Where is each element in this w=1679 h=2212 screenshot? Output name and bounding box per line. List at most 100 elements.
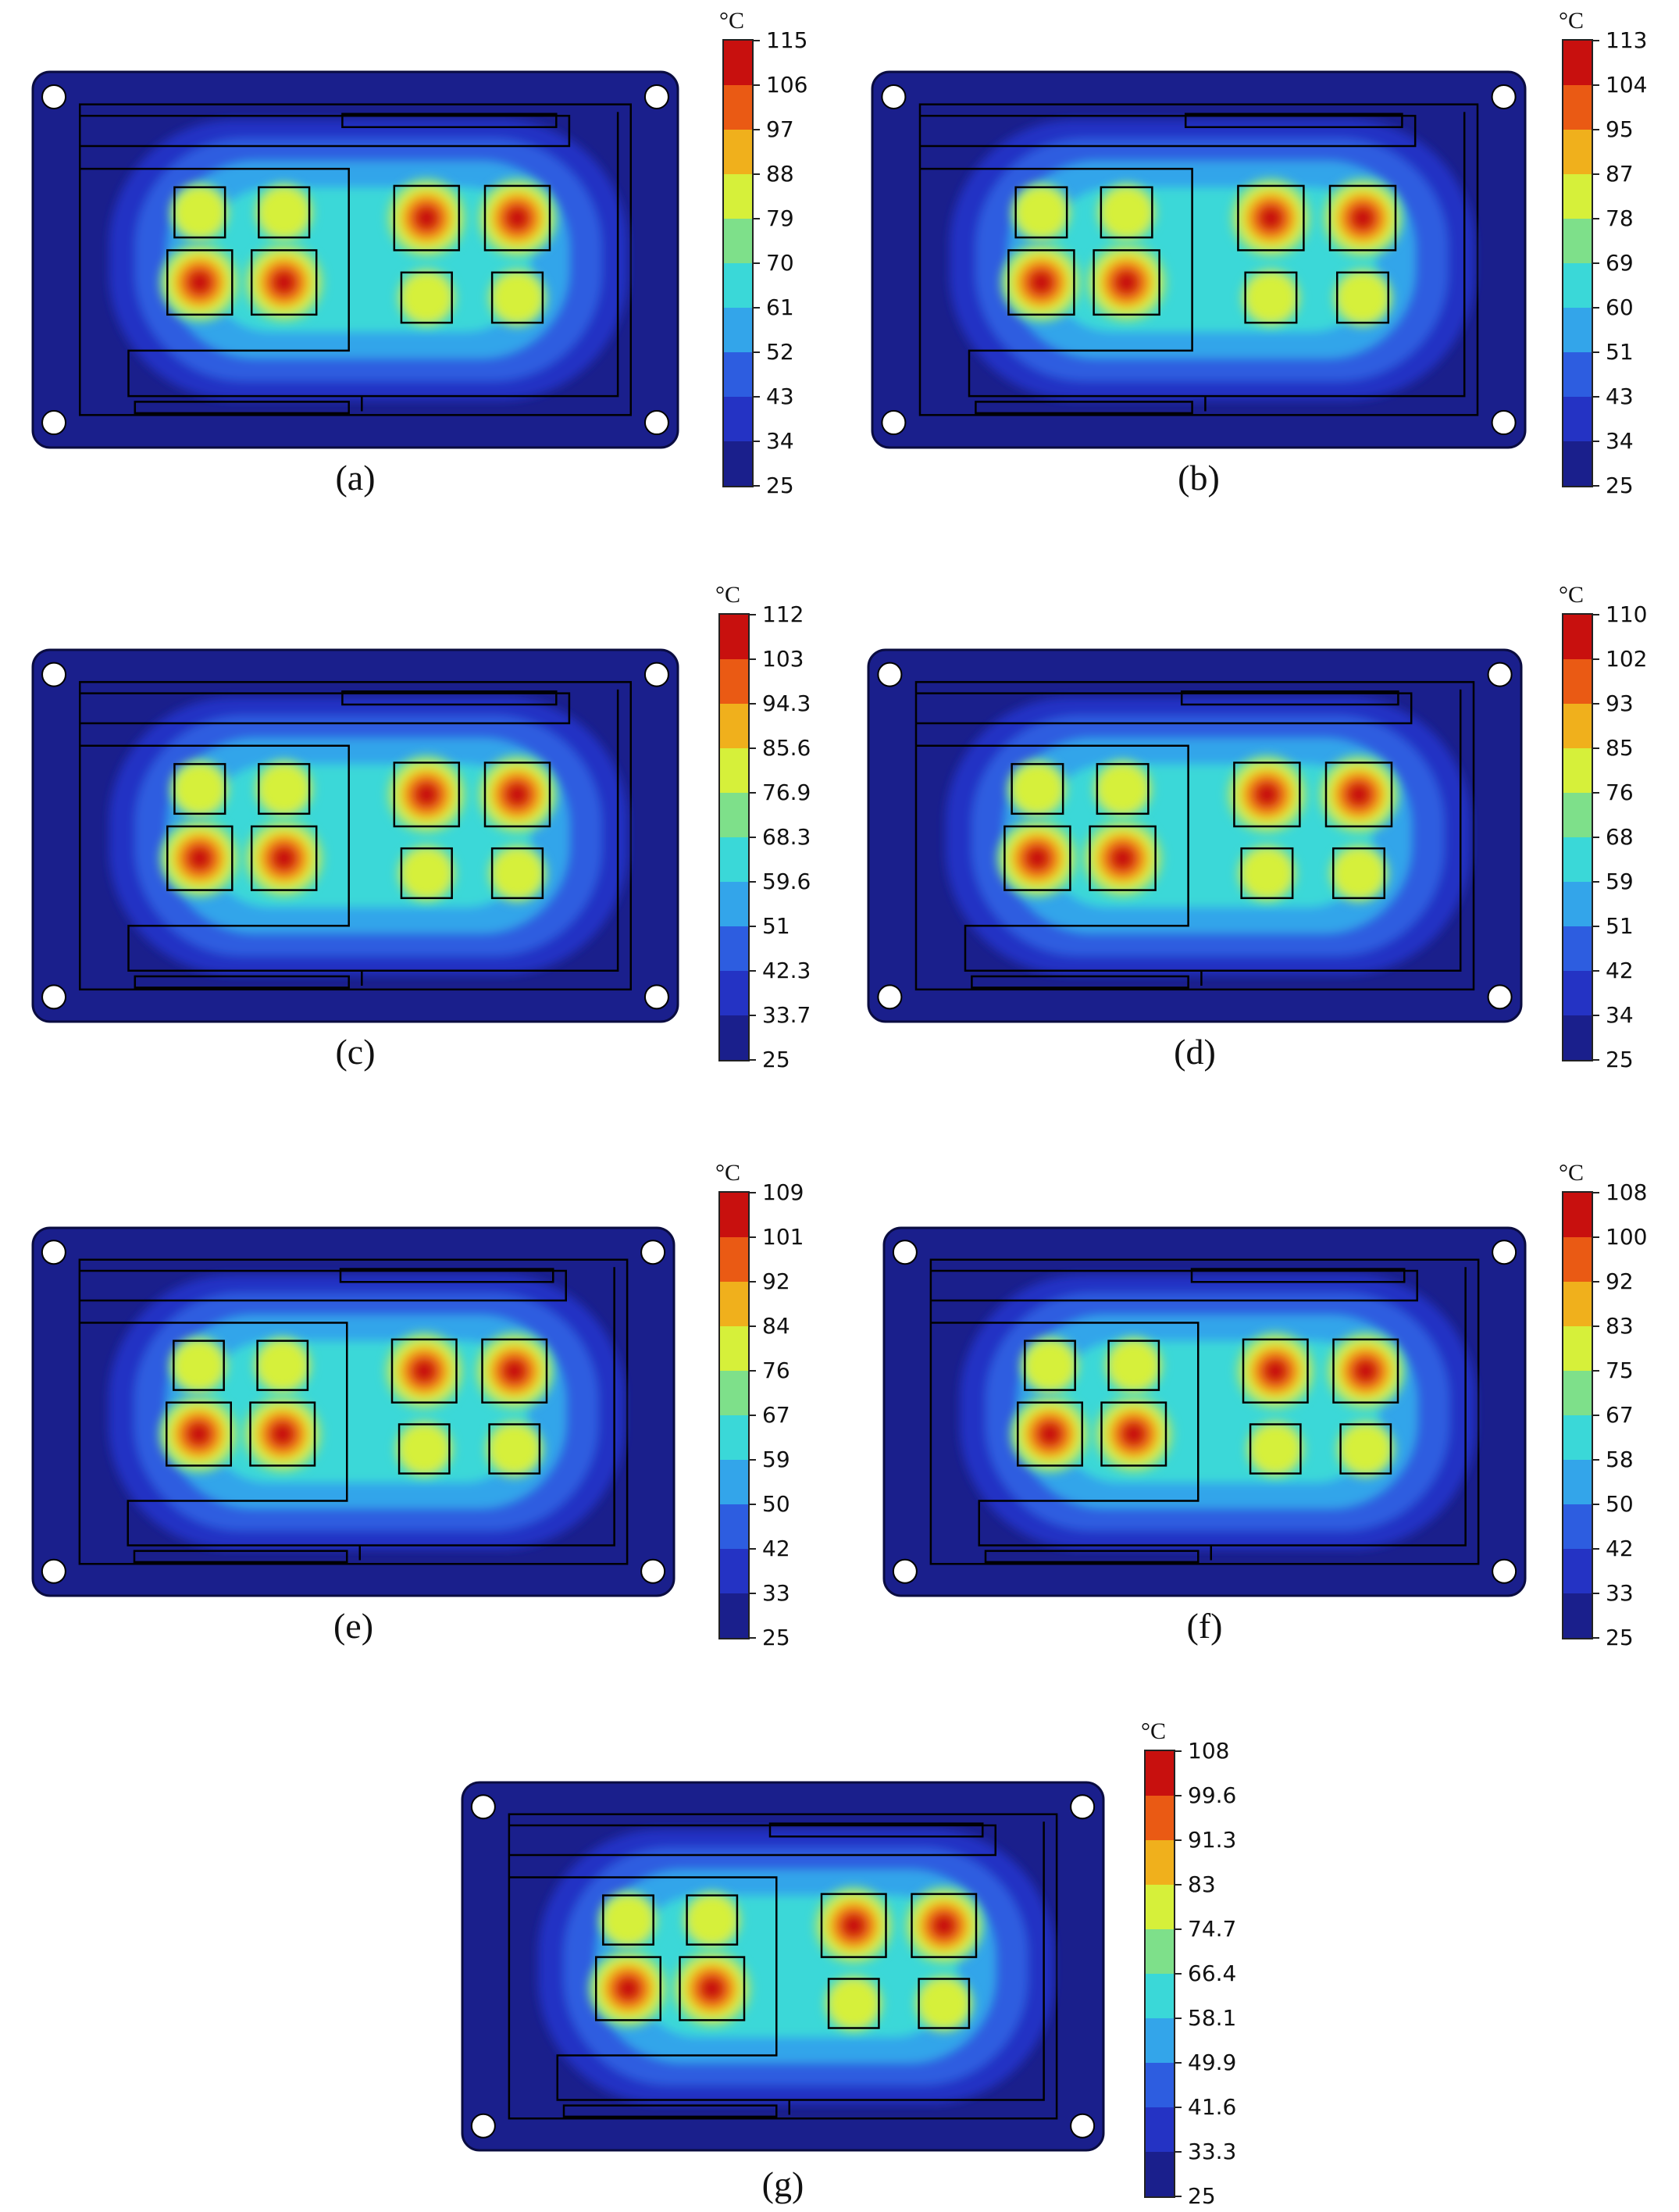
- colorbar-segment: [720, 1193, 748, 1237]
- bolt-hole-icon: [892, 1558, 918, 1584]
- battery-cell-hot: [1237, 184, 1305, 252]
- panel-f: [882, 1226, 1527, 1597]
- panel-caption: (b): [1178, 458, 1220, 498]
- colorbar-segment: [720, 926, 748, 971]
- colorbar-segment: [720, 1460, 748, 1504]
- bolt-hole-icon: [892, 1240, 918, 1265]
- colorbar-tick-label: 87: [1606, 161, 1634, 187]
- colorbar-tick-label: 85.6: [762, 735, 811, 761]
- battery-cell: [1100, 186, 1153, 239]
- battery-cell-hot: [1093, 249, 1160, 316]
- colorbar-tick-label: 101: [762, 1224, 804, 1250]
- thermal-plate-e: [31, 1226, 676, 1597]
- battery-cell-hot: [820, 1893, 887, 1958]
- thermal-plate-c: [31, 648, 679, 1023]
- battery-cell: [1096, 762, 1150, 815]
- battery-cell: [918, 1978, 971, 2029]
- colorbar-tick-label: 102: [1606, 646, 1648, 672]
- colorbar-segment: [720, 1504, 748, 1549]
- colorbar-tick-mark: [1175, 2062, 1182, 2064]
- battery-cell: [258, 762, 311, 815]
- bolt-hole-icon: [41, 410, 67, 436]
- colorbar-tick-label: 92: [1606, 1268, 1634, 1294]
- colorbar-tick-label: 91.3: [1188, 1827, 1237, 1853]
- colorbar-segment: [1146, 1885, 1174, 1929]
- colorbar-tick-label: 113: [1606, 27, 1648, 53]
- bolt-hole-icon: [1491, 84, 1517, 109]
- colorbar-tick-mark: [754, 129, 760, 130]
- colorbar-segment: [1563, 85, 1592, 130]
- colorbar-tick-label: 25: [1606, 1047, 1634, 1072]
- panel-g: [461, 1781, 1105, 2152]
- colorbar-tick-label: 33.3: [1188, 2139, 1237, 2164]
- colorbar-segment: [1146, 2107, 1174, 2152]
- colorbar-segment: [1563, 263, 1592, 308]
- colorbar-tick-label: 59: [762, 1447, 790, 1472]
- colorbar-tick-mark: [750, 837, 756, 838]
- colorbar-tick-label: 59.6: [762, 869, 811, 894]
- colorbar-segment: [1563, 174, 1592, 219]
- colorbar-tick-mark: [750, 1015, 756, 1016]
- battery-cell-hot: [483, 184, 551, 252]
- colorbar-tick-mark: [1593, 441, 1599, 442]
- colorbar-tick-mark: [750, 1236, 756, 1238]
- battery-cell: [1335, 271, 1390, 324]
- colorbar-tick-label: 42: [762, 1536, 790, 1561]
- colorbar-segment: [1563, 1504, 1592, 1549]
- colorbar-tick-label: 34: [766, 428, 794, 454]
- colorbar-tick-label: 112: [762, 601, 804, 627]
- colorbar-tick-label: 50: [1606, 1491, 1634, 1517]
- bolt-hole-icon: [643, 84, 669, 109]
- panel-caption: (g): [761, 2164, 804, 2204]
- battery-cell: [827, 1978, 880, 2029]
- colorbar-tick-mark: [754, 40, 760, 41]
- battery-cell: [400, 847, 453, 900]
- colorbar-tick-mark: [754, 441, 760, 442]
- colorbar-tick-label: 75: [1606, 1358, 1634, 1383]
- colorbar-tick-label: 33: [1606, 1580, 1634, 1606]
- colorbar-segment: [720, 748, 748, 793]
- colorbar-tick-label: 60: [1606, 294, 1634, 320]
- bolt-hole-icon: [41, 1240, 66, 1265]
- colorbar-segment: [720, 882, 748, 926]
- thermal-plate-g: [461, 1781, 1105, 2152]
- colorbar-segment: [720, 1549, 748, 1593]
- colorbar-tick-label: 104: [1606, 72, 1648, 98]
- colorbar-segment: [1563, 441, 1592, 486]
- colorbar-tick-label: 43: [1606, 384, 1634, 409]
- colorbar-tick-label: 41.6: [1188, 2094, 1237, 2120]
- bolt-hole-icon: [877, 984, 903, 1010]
- colorbar-segment: [720, 1371, 748, 1415]
- battery-cell-hot: [390, 1338, 458, 1404]
- battery-cell-hot: [393, 184, 461, 252]
- battery-cell-hot: [1324, 762, 1393, 828]
- colorbar-tick-label: 43: [766, 384, 794, 409]
- colorbar-tick-mark: [754, 262, 760, 264]
- colorbar-tick-mark: [1593, 1325, 1599, 1327]
- colorbar-tick-label: 51: [1606, 339, 1634, 365]
- colorbar-tick-mark: [1175, 2107, 1182, 2108]
- colorbar-segment: [1563, 926, 1592, 971]
- colorbar-tick-label: 67: [762, 1402, 790, 1428]
- colorbar-tick-mark: [754, 396, 760, 398]
- battery-cell: [1107, 1340, 1160, 1391]
- battery-cell: [258, 186, 311, 239]
- bolt-hole-icon: [41, 984, 67, 1010]
- colorbar-segment: [724, 308, 752, 352]
- colorbar-segment: [720, 1415, 748, 1460]
- colorbar-tick-label: 25: [766, 473, 794, 498]
- colorbar-tick-label: 94.3: [762, 690, 811, 716]
- thermal-plate-f: [882, 1226, 1527, 1597]
- colorbar-tick-mark: [1593, 747, 1599, 749]
- colorbar-tick-label: 33.7: [762, 1002, 811, 1028]
- battery-cell-hot: [1328, 184, 1397, 252]
- colorbar-segment: [720, 1326, 748, 1371]
- bolt-hole-icon: [643, 662, 669, 687]
- colorbar-tick-mark: [1593, 1459, 1599, 1461]
- colorbar-tick-mark: [1593, 837, 1599, 838]
- colorbar-tick-mark: [1175, 1884, 1182, 1886]
- colorbar-tick-label: 110: [1606, 601, 1648, 627]
- colorbar-segment: [720, 1593, 748, 1638]
- colorbar-tick-label: 76: [1606, 780, 1634, 805]
- colorbar-tick-mark: [750, 1459, 756, 1461]
